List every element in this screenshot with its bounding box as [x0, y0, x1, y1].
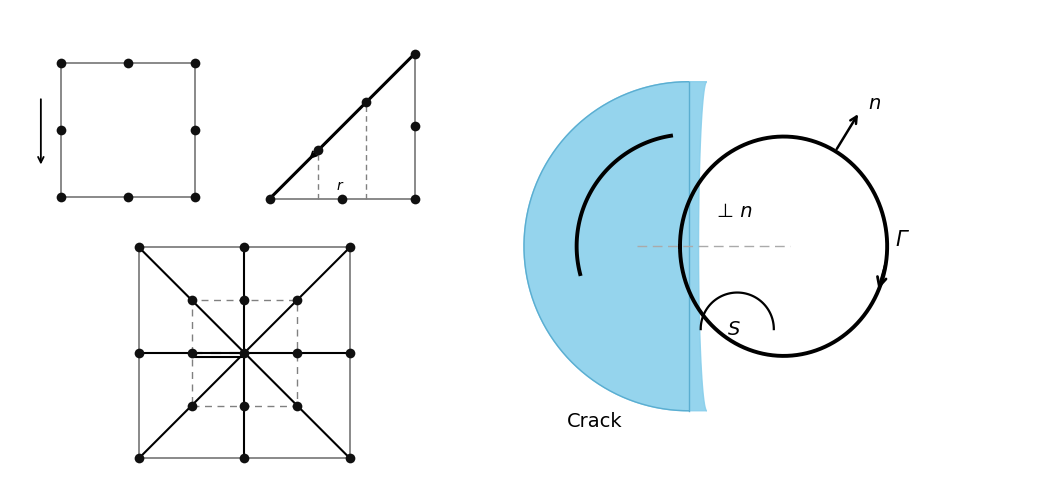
- Text: Γ: Γ: [895, 230, 907, 250]
- Text: n: n: [868, 94, 881, 113]
- Text: ⊥ n: ⊥ n: [717, 202, 752, 221]
- Text: $r$: $r$: [336, 179, 345, 193]
- Polygon shape: [524, 82, 707, 411]
- Text: Crack: Crack: [567, 412, 622, 431]
- Text: S: S: [728, 320, 739, 339]
